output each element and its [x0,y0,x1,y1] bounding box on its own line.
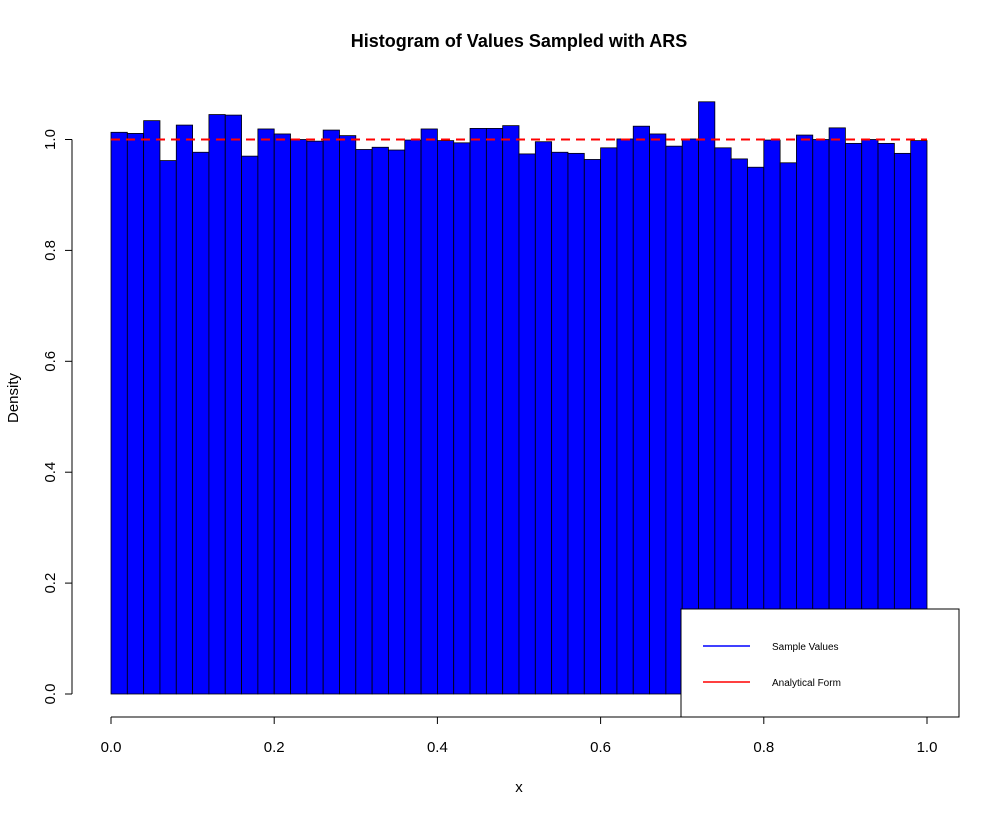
histogram-bar [322,129,340,695]
histogram-bar [534,141,553,695]
histogram-bar [518,153,536,695]
legend-label: Analytical Form [772,678,841,689]
histogram-bar [241,155,259,695]
y-axis-label: Density [5,372,22,423]
histogram-bar [616,138,634,695]
histogram-bar [143,120,161,695]
histogram-bar [469,128,487,695]
histogram-bar [257,128,275,695]
histogram-bar [126,133,145,695]
x-axis-label: x [515,779,523,796]
x-tick-label: 1.0 [917,739,938,756]
histogram-bar [224,114,242,695]
histogram-bar [420,128,438,695]
histogram-bar [632,125,650,695]
histogram-bar [192,151,210,695]
histogram-bar [339,135,357,695]
histogram-bar [600,147,618,695]
histogram-bar [110,131,128,695]
x-tick-label: 0.2 [264,739,285,756]
y-tick-label: 0.8 [42,240,59,261]
histogram-bar [404,139,422,695]
histogram-bar [502,125,520,695]
x-tick-label: 0.0 [101,739,122,756]
histogram-bar [273,133,291,695]
y-tick-label: 0.0 [42,684,59,705]
histogram-bar [290,139,308,695]
x-axis: 0.0 0.2 0.4 0.6 0.8 1.0 [101,716,938,756]
x-tick-label: 0.8 [753,739,774,756]
histogram-bar [355,149,373,695]
histogram-bar [583,159,602,695]
histogram-bar [567,152,585,695]
histogram-bar [159,160,177,695]
y-axis: 0.0 0.2 0.4 0.6 0.8 1.0 [42,129,73,705]
histogram-bar [485,128,504,695]
legend-box [680,608,960,718]
legend-label: Sample Values [772,642,839,653]
histogram-bar [175,124,193,695]
histogram-bar [208,114,226,695]
y-tick-label: 0.6 [42,351,59,372]
x-tick-label: 0.4 [427,739,448,756]
histogram-bar [665,145,683,695]
histogram-bar [551,151,569,695]
histogram-bar [306,140,324,695]
y-tick-label: 1.0 [42,129,59,150]
histogram-bar [453,142,471,695]
histogram-bars [110,101,928,695]
histogram-bar [698,101,716,695]
chart-title: Histogram of Values Sampled with ARS [351,31,687,51]
y-tick-label: 0.4 [42,462,59,483]
histogram-bar [371,146,389,695]
histogram-bar [436,140,455,695]
legend: Sample Values Analytical Form [680,608,960,718]
y-tick-label: 0.2 [42,573,59,594]
x-tick-label: 0.6 [590,739,611,756]
histogram-bar [649,133,667,695]
histogram-bar [388,149,406,695]
